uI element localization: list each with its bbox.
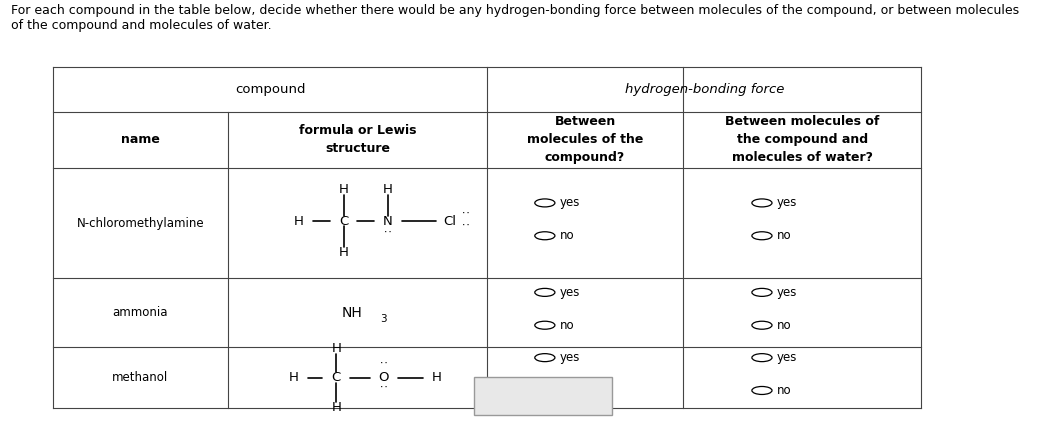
Text: ··: ·· <box>461 210 472 219</box>
Text: NH: NH <box>342 306 362 320</box>
Text: H: H <box>294 215 304 227</box>
Text: no: no <box>777 384 791 397</box>
Text: H: H <box>383 183 393 196</box>
Text: Between molecules of
the compound and
molecules of water?: Between molecules of the compound and mo… <box>725 115 879 165</box>
Text: Between
molecules of the
compound?: Between molecules of the compound? <box>527 115 643 165</box>
Text: name: name <box>121 133 160 147</box>
Text: yes: yes <box>777 197 797 209</box>
Text: H: H <box>331 342 341 355</box>
Text: yes: yes <box>559 286 580 299</box>
Text: ··: ·· <box>378 360 390 369</box>
Text: ×: × <box>487 388 500 403</box>
Text: no: no <box>559 319 574 332</box>
Text: no: no <box>559 229 574 242</box>
Text: ammonia: ammonia <box>112 306 168 319</box>
Text: ↺: ↺ <box>531 387 545 405</box>
Text: yes: yes <box>559 197 580 209</box>
Text: C: C <box>331 371 341 384</box>
Text: H: H <box>432 371 442 384</box>
Text: H: H <box>339 183 348 196</box>
Text: N: N <box>383 215 393 227</box>
Text: H: H <box>331 401 341 414</box>
Text: compound: compound <box>235 83 305 96</box>
Text: methanol: methanol <box>112 371 168 384</box>
Text: N-chloromethylamine: N-chloromethylamine <box>76 217 204 229</box>
Text: For each compound in the table below, decide whether there would be any hydrogen: For each compound in the table below, de… <box>11 4 1019 17</box>
Text: ··: ·· <box>382 229 394 237</box>
Text: no: no <box>777 319 791 332</box>
Text: yes: yes <box>777 351 797 364</box>
Text: no: no <box>777 229 791 242</box>
Text: H: H <box>289 371 299 384</box>
Text: formula or Lewis
structure: formula or Lewis structure <box>299 125 416 155</box>
Text: Cl: Cl <box>444 215 456 227</box>
Text: C: C <box>339 215 348 227</box>
Text: yes: yes <box>777 286 797 299</box>
Text: H: H <box>339 246 348 259</box>
Text: ?: ? <box>585 388 593 403</box>
Text: 3: 3 <box>380 314 388 324</box>
Text: of the compound and molecules of water.: of the compound and molecules of water. <box>11 19 271 32</box>
Text: yes: yes <box>559 351 580 364</box>
Text: O: O <box>379 371 389 384</box>
FancyBboxPatch shape <box>474 377 612 415</box>
Text: ··: ·· <box>378 384 390 393</box>
Text: ··: ·· <box>461 221 472 231</box>
Text: no: no <box>559 384 574 397</box>
Text: hydrogen-bonding force: hydrogen-bonding force <box>625 83 784 96</box>
